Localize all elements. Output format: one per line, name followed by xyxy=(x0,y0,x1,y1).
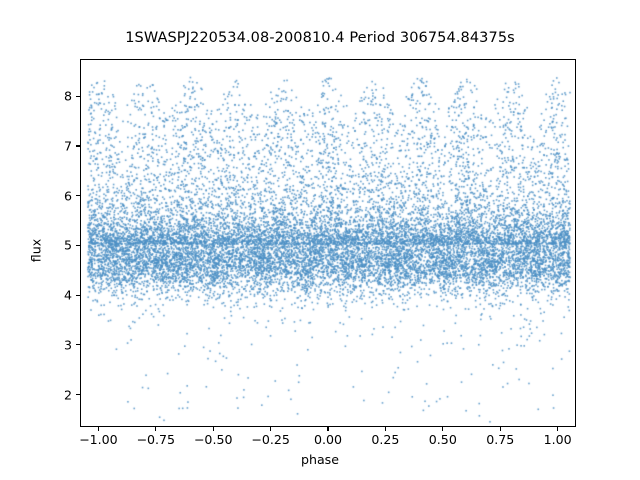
x-tick-mark xyxy=(270,427,272,431)
x-axis-label: phase xyxy=(300,452,339,467)
y-tick-mark xyxy=(76,394,80,396)
x-tick-label: −1.00 xyxy=(79,432,118,447)
x-tick-label: −0.25 xyxy=(251,432,290,447)
x-tick-mark xyxy=(155,427,157,431)
scatter-plot-canvas xyxy=(81,60,575,426)
y-tick-mark xyxy=(76,344,80,346)
y-tick-label: 8 xyxy=(63,88,72,104)
y-tick-label: 3 xyxy=(63,337,72,353)
y-tick-label: 6 xyxy=(63,188,72,204)
y-tick-label: 5 xyxy=(63,237,72,253)
y-tick-label: 4 xyxy=(63,287,72,303)
x-tick-mark xyxy=(499,427,501,431)
y-tick-mark xyxy=(76,145,80,147)
plot-axes-frame xyxy=(80,59,576,427)
x-tick-label: 0.75 xyxy=(486,432,515,447)
y-tick-label: 2 xyxy=(63,387,72,403)
y-tick-mark xyxy=(76,244,80,247)
x-tick-mark xyxy=(384,427,386,431)
x-tick-label: 1.00 xyxy=(543,432,572,447)
x-tick-mark xyxy=(327,427,329,431)
y-axis-label: flux xyxy=(28,238,44,263)
x-tick-label: 0.25 xyxy=(371,432,400,447)
x-tick-mark xyxy=(212,427,214,431)
page-title: 1SWASPJ220534.08-200810.4 Period 306754.… xyxy=(125,30,515,46)
x-tick-label: −0.50 xyxy=(193,432,233,447)
x-tick-mark xyxy=(557,427,559,431)
y-tick-label: 7 xyxy=(63,138,72,154)
y-tick-mark xyxy=(76,95,80,97)
x-tick-mark xyxy=(97,427,99,431)
y-tick-mark xyxy=(76,195,80,197)
x-tick-label: 0.50 xyxy=(428,432,457,447)
x-tick-label: 0.00 xyxy=(313,432,343,447)
x-tick-label: −0.75 xyxy=(136,432,176,447)
y-tick-mark xyxy=(76,294,80,296)
x-tick-mark xyxy=(442,427,444,431)
